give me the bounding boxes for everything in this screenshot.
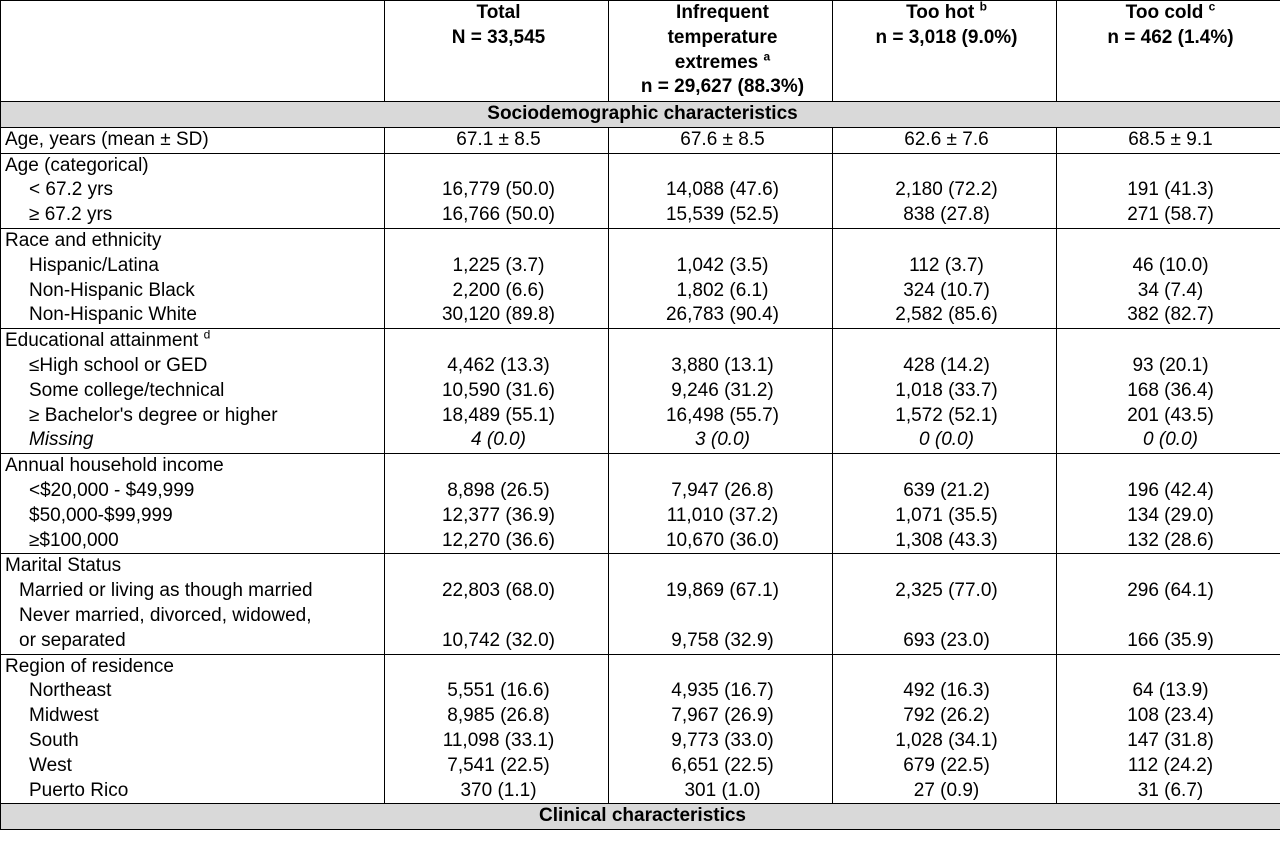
item-label: ≥ Bachelor's degree or higher xyxy=(29,404,278,426)
item-label: Hispanic/Latina xyxy=(29,254,159,276)
footnote-d: d xyxy=(203,327,211,342)
item-label: ≥$100,000 xyxy=(29,529,119,551)
cell: 19,869 (67.1) 9,758 (32.9) xyxy=(608,553,833,655)
cell: 8,898 (26.5) 12,377 (36.9) 12,270 (36.6) xyxy=(384,453,609,555)
table-row: Annual household income <$20,000 - $49,9… xyxy=(0,453,1280,555)
item-label: Married or living as though married xyxy=(19,580,313,602)
cell: 67.1 ± 8.5 xyxy=(384,126,609,154)
cell: 2,180 (72.2) 838 (27.8) xyxy=(832,152,1057,229)
row-label: Age, years (mean ± SD) xyxy=(0,126,385,154)
cell: 7,947 (26.8) 11,010 (37.2) 10,670 (36.0) xyxy=(608,453,833,555)
header-too-hot-title: Too hot xyxy=(906,2,975,23)
table-row: Region of residence Northeast Midwest So… xyxy=(0,653,1280,805)
header-total-n: N = 33,545 xyxy=(451,26,546,48)
group-label: Marital Status xyxy=(5,555,122,577)
table-row: Educational attainment d ≤High school or… xyxy=(0,327,1280,455)
header-infrequent-l3: extremes xyxy=(674,51,759,73)
cell: 196 (42.4) 134 (29.0) 132 (28.6) xyxy=(1056,453,1280,555)
cell: 62.6 ± 7.6 xyxy=(832,126,1057,154)
row-label: Age (categorical) < 67.2 yrs ≥ 67.2 yrs xyxy=(0,152,385,229)
cell: 67.6 ± 8.5 xyxy=(608,126,833,154)
item-label: < 67.2 yrs xyxy=(29,179,113,201)
cell: 2,325 (77.0) 693 (23.0) xyxy=(832,553,1057,655)
header-too-hot: Too hot b n = 3,018 (9.0%) xyxy=(832,0,1057,102)
row-label: Marital Status Married or living as thou… xyxy=(0,553,385,655)
cell: 639 (21.2) 1,071 (35.5) 1,308 (43.3) xyxy=(832,453,1057,555)
header-too-hot-n: n = 3,018 (9.0%) xyxy=(875,26,1018,48)
group-label: Age (categorical) xyxy=(5,154,149,176)
item-label: West xyxy=(29,754,72,776)
cell: 492 (16.3) 792 (26.2) 1,028 (34.1) 679 (22.… xyxy=(832,653,1057,805)
row-label: Region of residence Northeast Midwest So… xyxy=(0,653,385,805)
item-label: Some college/technical xyxy=(29,379,225,401)
cell: 1,042 (3.5) 1,802 (6.1) 26,783 (90.4) xyxy=(608,227,833,330)
item-label: Northeast xyxy=(29,680,112,702)
cell: 191 (41.3) 271 (58.7) xyxy=(1056,152,1280,229)
cell: 428 (14.2) 1,018 (33.7) 1,572 (52.1) 0 (0.0… xyxy=(832,328,1057,455)
item-label: <$20,000 - $49,999 xyxy=(29,479,195,501)
cell: 93 (20.1) 168 (36.4) 201 (43.5) 0 (0.0) xyxy=(1056,328,1280,455)
item-label: ≥ 67.2 yrs xyxy=(29,204,113,226)
cell: 64 (13.9) 108 (23.4) 147 (31.8) 112 (24.2) 3… xyxy=(1056,653,1280,805)
table-row: Age, years (mean ± SD) 67.1 ± 8.5 67.6 ±… xyxy=(0,126,1280,154)
item-label: Midwest xyxy=(29,705,99,727)
section-row: Clinical characteristics xyxy=(0,803,1280,831)
cell: 1,225 (3.7) 2,200 (6.6) 30,120 (89.8) xyxy=(384,227,609,330)
cell: 14,088 (47.6) 15,539 (52.5) xyxy=(608,152,833,229)
cell: 5,551 (16.6) 8,985 (26.8) 11,098 (33.1) 7,5… xyxy=(384,653,609,805)
header-too-cold-title: Too cold xyxy=(1125,2,1204,23)
section-row: Sociodemographic characteristics xyxy=(0,101,1280,128)
header-row: Total N = 33,545 Infrequent temperature … xyxy=(0,0,1280,102)
cell: 46 (10.0) 34 (7.4) 382 (82.7) xyxy=(1056,227,1280,330)
header-infrequent: Infrequent temperature extremes a n = 29… xyxy=(608,0,833,102)
item-label: Non-Hispanic White xyxy=(29,304,197,326)
row-label: Race and ethnicity Hispanic/Latina Non-H… xyxy=(0,227,385,330)
cell: 4,935 (16.7) 7,967 (26.9) 9,773 (33.0) 6,65… xyxy=(608,653,833,805)
footnote-a: a xyxy=(763,49,771,64)
item-label: South xyxy=(29,729,79,751)
item-label: $50,000-$99,999 xyxy=(29,504,173,526)
item-label: ≤High school or GED xyxy=(29,354,208,376)
header-infrequent-n: n = 29,627 (88.3%) xyxy=(640,76,805,98)
item-label: Missing xyxy=(29,429,94,451)
cell: 3,880 (13.1) 9,246 (31.2) 16,498 (55.7) 3 (… xyxy=(608,328,833,455)
item-label: Never married, divorced, widowed, xyxy=(19,604,312,626)
header-too-cold: Too cold c n = 462 (1.4%) xyxy=(1056,0,1280,102)
row-label: Educational attainment d ≤High school or… xyxy=(0,327,385,455)
section-clinical: Clinical characteristics xyxy=(0,803,1280,831)
footnote-c: c xyxy=(1208,0,1216,14)
cell: 112 (3.7) 324 (10.7) 2,582 (85.6) xyxy=(832,227,1057,330)
header-infrequent-l2: temperature xyxy=(667,26,778,48)
footnote-b: b xyxy=(979,0,987,14)
group-label: Race and ethnicity xyxy=(5,229,162,251)
group-label: Educational attainment xyxy=(5,330,199,352)
table-row: Marital Status Married or living as thou… xyxy=(0,553,1280,655)
header-too-cold-n: n = 462 (1.4%) xyxy=(1107,26,1234,48)
cell: 4,462 (13.3) 10,590 (31.6) 18,489 (55.1) 4 … xyxy=(384,328,609,455)
section-sociodemographic: Sociodemographic characteristics xyxy=(0,101,1280,128)
group-label: Region of residence xyxy=(5,655,174,677)
item-label: Puerto Rico xyxy=(29,779,129,801)
header-total: Total N = 33,545 xyxy=(384,0,609,102)
header-blank xyxy=(0,0,385,102)
header-infrequent-l1: Infrequent xyxy=(676,2,769,23)
group-label: Annual household income xyxy=(5,455,224,477)
cell: 22,803 (68.0) 10,742 (32.0) xyxy=(384,553,609,655)
row-label: Annual household income <$20,000 - $49,9… xyxy=(0,453,385,555)
header-total-title: Total xyxy=(476,2,521,23)
table-row: Age (categorical) < 67.2 yrs ≥ 67.2 yrs … xyxy=(0,152,1280,229)
cell: 68.5 ± 9.1 xyxy=(1056,126,1280,154)
table-row: Race and ethnicity Hispanic/Latina Non-H… xyxy=(0,227,1280,330)
item-label: Non-Hispanic Black xyxy=(29,279,195,301)
cell: 296 (64.1) 166 (35.9) xyxy=(1056,553,1280,655)
item-label-cont: or separated xyxy=(19,629,126,651)
cell: 16,779 (50.0) 16,766 (50.0) xyxy=(384,152,609,229)
